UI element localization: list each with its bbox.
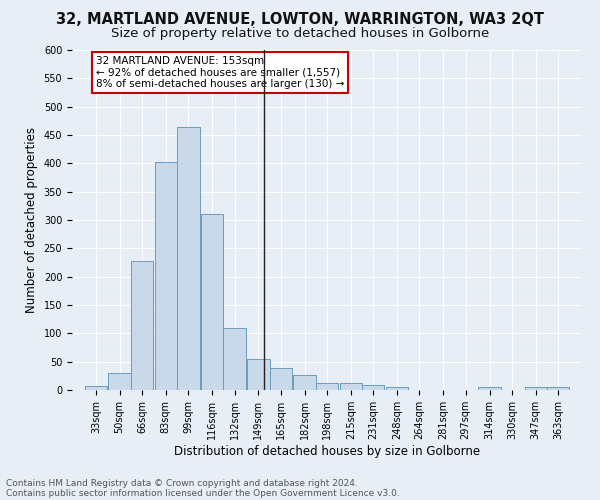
Bar [524,387,547,390]
Bar [269,368,292,390]
Bar [340,383,362,390]
Bar [109,373,131,390]
Text: 32, MARTLAND AVENUE, LOWTON, WARRINGTON, WA3 2QT: 32, MARTLAND AVENUE, LOWTON, WARRINGTON,… [56,12,544,28]
Text: 32 MARTLAND AVENUE: 153sqm
← 92% of detached houses are smaller (1,557)
8% of se: 32 MARTLAND AVENUE: 153sqm ← 92% of deta… [96,56,344,89]
Bar [247,360,269,390]
X-axis label: Distribution of detached houses by size in Golborne: Distribution of detached houses by size … [174,444,480,458]
Bar [547,386,569,390]
Text: Contains public sector information licensed under the Open Government Licence v3: Contains public sector information licen… [6,488,400,498]
Bar [293,374,316,390]
Bar [316,382,338,390]
Text: Size of property relative to detached houses in Golborne: Size of property relative to detached ho… [111,28,489,40]
Bar [85,386,107,390]
Bar [362,386,385,390]
Bar [155,162,177,390]
Text: Contains HM Land Registry data © Crown copyright and database right 2024.: Contains HM Land Registry data © Crown c… [6,478,358,488]
Bar [386,386,408,390]
Bar [177,126,199,390]
Y-axis label: Number of detached properties: Number of detached properties [25,127,38,313]
Bar [223,328,246,390]
Bar [201,214,223,390]
Bar [478,387,501,390]
Bar [131,262,153,390]
